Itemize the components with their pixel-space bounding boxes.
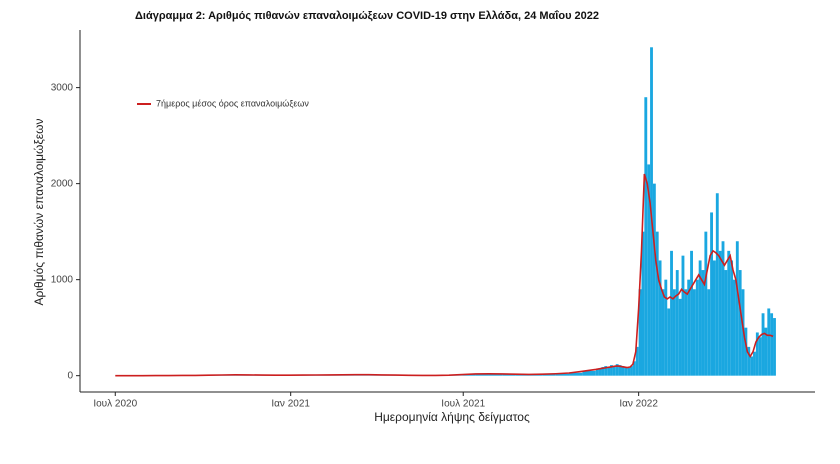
bar <box>695 279 699 376</box>
bar <box>721 241 725 376</box>
bar <box>690 250 693 376</box>
bar <box>773 318 776 376</box>
bar <box>618 365 622 376</box>
bar <box>582 370 596 376</box>
bar <box>764 327 768 376</box>
bar <box>595 368 599 376</box>
bar <box>658 260 662 376</box>
bar <box>670 250 673 376</box>
bar <box>555 373 570 376</box>
bar <box>692 289 696 376</box>
bar <box>638 289 642 376</box>
bar <box>735 241 739 376</box>
bar <box>630 366 633 376</box>
bar <box>615 364 619 376</box>
bar <box>627 367 631 376</box>
bar <box>641 231 645 376</box>
bar <box>770 313 774 376</box>
bar <box>652 183 656 376</box>
bar <box>604 366 608 376</box>
bar <box>488 373 503 376</box>
bar <box>698 260 702 376</box>
bar <box>678 298 682 376</box>
bar <box>744 327 748 376</box>
bar <box>724 270 728 376</box>
bar <box>664 279 668 376</box>
bar <box>710 212 713 376</box>
x-axis-title: Ημερομηνία λήψης δείγματος <box>374 410 530 424</box>
chart-title: Διάγραμμα 2: Αριθμός πιθανών επαναλοιμώξ… <box>135 10 599 22</box>
bar <box>661 289 665 376</box>
bar <box>621 366 625 376</box>
bar <box>755 332 759 376</box>
bar <box>635 346 639 376</box>
bar <box>610 365 613 376</box>
bar <box>701 270 705 376</box>
bar <box>704 231 708 376</box>
bar <box>684 289 688 376</box>
bar <box>612 366 616 376</box>
bar <box>761 313 765 376</box>
bar <box>738 270 742 376</box>
x-tick-label: Ιαν 2022 <box>619 399 658 410</box>
bar <box>681 255 685 376</box>
bar <box>607 367 611 376</box>
x-tick-label: Ιουλ 2021 <box>441 399 485 410</box>
bar <box>707 289 711 376</box>
x-tick-label: Ιαν 2021 <box>271 399 310 410</box>
bar <box>542 374 556 376</box>
bar <box>655 231 659 376</box>
y-tick-label: 2000 <box>51 178 74 189</box>
legend-label: 7ήμερος μέσος όρος επαναλοιμώξεων <box>156 98 309 108</box>
bar <box>727 250 731 376</box>
y-axis-title: Αριθμός πιθανών επαναλοιμώξεων <box>32 118 46 305</box>
bar <box>647 164 651 376</box>
bar <box>747 346 751 376</box>
y-tick-label: 0 <box>67 370 73 381</box>
bar <box>687 279 691 376</box>
bar <box>675 270 679 376</box>
bar <box>601 367 605 376</box>
bar <box>632 361 636 376</box>
bar <box>718 250 722 376</box>
y-tick-label: 1000 <box>51 274 74 285</box>
bar <box>733 279 736 376</box>
bar <box>758 337 762 376</box>
bar <box>672 289 676 376</box>
bar <box>598 367 602 376</box>
average-line <box>115 173 774 377</box>
bar <box>715 193 719 376</box>
y-tick-label: 3000 <box>51 82 74 93</box>
bar <box>750 356 754 376</box>
bar <box>667 308 671 376</box>
bar <box>712 260 716 376</box>
bar <box>767 308 771 376</box>
bar <box>624 367 628 376</box>
bar <box>730 260 734 376</box>
bar <box>644 97 648 376</box>
x-tick-label: Ιουλ 2020 <box>93 399 137 410</box>
bar <box>753 351 756 376</box>
bar <box>569 372 583 376</box>
bar <box>475 373 489 376</box>
